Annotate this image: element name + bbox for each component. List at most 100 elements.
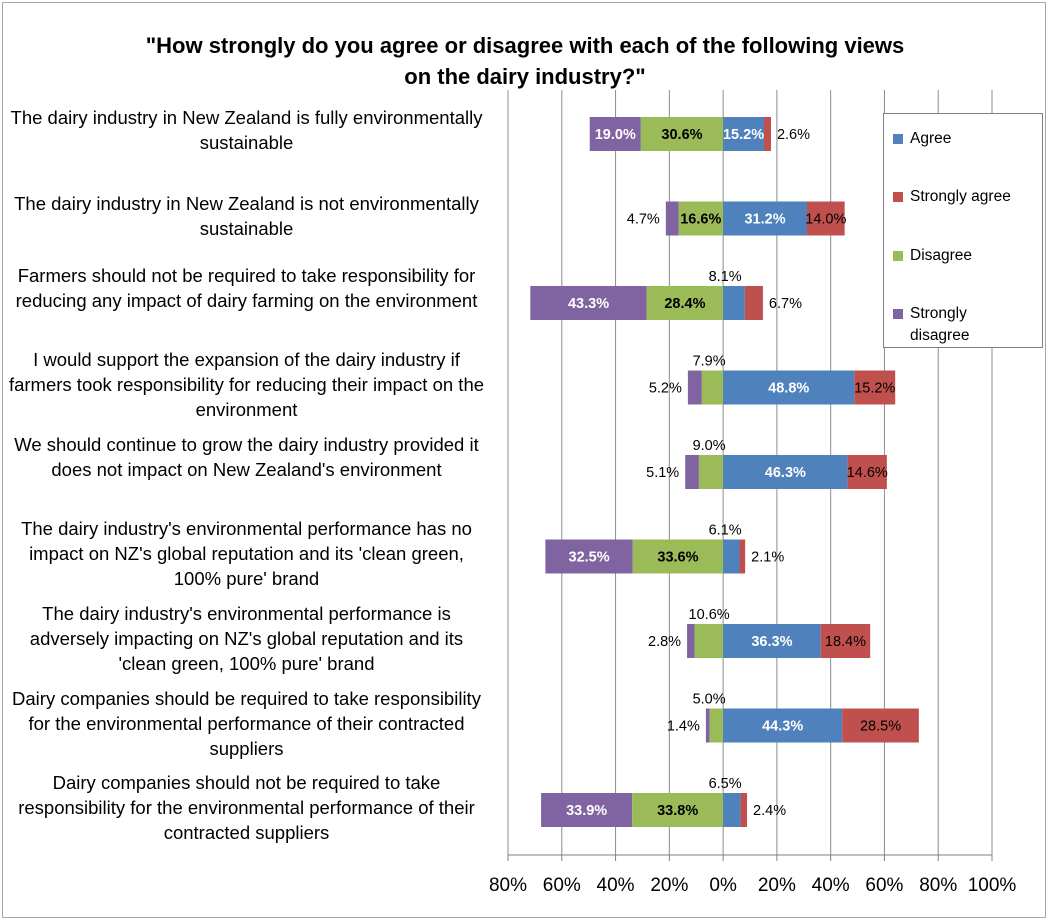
data-label-agree: 44.3%	[762, 719, 803, 735]
data-label-strongly-disagree: 19.0%	[595, 127, 636, 143]
data-label-disagree: 7.9%	[693, 354, 726, 370]
data-label-strongly-agree: 18.4%	[825, 634, 866, 650]
bar-disagree	[694, 624, 724, 658]
x-tick-label: 0%	[709, 875, 737, 896]
bar-agree	[723, 624, 821, 658]
bar-strongly-disagree	[687, 370, 702, 405]
data-label-strongly-agree: 28.5%	[860, 719, 901, 735]
data-label-strongly-agree: 2.1%	[751, 550, 784, 566]
chart-title: "How strongly do you agree or disagree w…	[145, 33, 905, 89]
x-tick-label: 80%	[489, 875, 527, 896]
bar-strongly-agree	[744, 286, 763, 320]
legend-label: Disagree	[910, 247, 973, 264]
data-label-agree: 8.1%	[709, 269, 742, 285]
category-label: The dairy industry's environmental perfo…	[29, 603, 464, 674]
bar-strongly-agree	[847, 455, 887, 489]
bar-disagree	[640, 117, 724, 151]
data-label-strongly-disagree: 43.3%	[568, 296, 609, 312]
legend-label: Strongly agree	[910, 188, 1011, 205]
x-tick-label: 20%	[650, 875, 688, 896]
x-tick-label: 60%	[543, 875, 581, 896]
data-label-strongly-agree: 2.6%	[777, 127, 810, 143]
bar-strongly-disagree	[589, 117, 641, 151]
bar-agree	[723, 117, 764, 151]
bar-strongly-agree	[854, 370, 896, 405]
data-label-strongly-agree: 14.6%	[847, 465, 888, 481]
category-label: We should continue to grow the dairy ind…	[14, 434, 479, 480]
bar-disagree	[632, 539, 724, 574]
bar-disagree	[701, 370, 724, 405]
x-tick-label: 40%	[812, 875, 850, 896]
data-label-disagree: 28.4%	[664, 296, 705, 312]
x-tick-label: 40%	[597, 875, 635, 896]
data-label-strongly-disagree: 2.8%	[648, 634, 681, 650]
category-label: I would support the expansion of the dai…	[8, 349, 485, 420]
bar-strongly-agree	[739, 539, 746, 574]
data-label-agree: 36.3%	[751, 634, 792, 650]
category-label: The dairy industry in New Zealand is ful…	[10, 107, 483, 153]
legend-label: Strongly disagree	[910, 305, 970, 344]
bar-strongly-disagree	[665, 201, 679, 236]
bar-strongly-agree	[807, 201, 845, 236]
category-label: The dairy industry in New Zealand is not…	[14, 193, 479, 239]
data-label-disagree: 33.6%	[657, 550, 698, 566]
category-label: Dairy companies should be required to ta…	[12, 688, 481, 759]
x-tick-label: 60%	[865, 875, 903, 896]
data-label-strongly-disagree: 5.2%	[649, 381, 682, 397]
bar-disagree	[709, 708, 724, 743]
bar-disagree	[678, 201, 724, 236]
bar-agree	[723, 370, 855, 405]
bar-agree	[723, 201, 808, 236]
legend-label: Agree	[910, 130, 952, 147]
bar-agree	[723, 539, 740, 574]
data-label-disagree: 30.6%	[661, 127, 702, 143]
bar-strongly-disagree	[545, 539, 633, 574]
bar-strongly-disagree	[705, 708, 710, 743]
bar-strongly-agree	[820, 624, 871, 658]
bar-disagree	[632, 793, 724, 827]
category-label: Dairy companies should not be required t…	[18, 772, 475, 843]
data-label-agree: 6.1%	[709, 523, 742, 539]
data-label-disagree: 16.6%	[680, 212, 721, 228]
data-label-strongly-disagree: 33.9%	[566, 803, 607, 819]
data-label-strongly-disagree: 32.5%	[569, 550, 610, 566]
data-label-strongly-disagree: 4.7%	[627, 212, 660, 228]
bar-agree	[723, 793, 741, 827]
data-label-agree: 46.3%	[765, 465, 806, 481]
bar-strongly-agree	[740, 793, 748, 827]
legend-swatch	[893, 251, 903, 261]
bar-agree	[723, 708, 843, 743]
bar-strongly-disagree	[687, 624, 695, 658]
bar-strongly-agree	[763, 117, 771, 151]
x-tick-label: 100%	[968, 875, 1017, 896]
bar-disagree	[698, 455, 724, 489]
data-label-strongly-agree: 6.7%	[769, 296, 802, 312]
data-label-agree: 48.8%	[768, 381, 809, 397]
data-label-strongly-agree: 2.4%	[753, 803, 786, 819]
bar-strongly-disagree	[685, 455, 699, 489]
legend-swatch	[893, 309, 903, 319]
data-label-agree: 15.2%	[723, 127, 764, 143]
category-label: The dairy industry's environmental perfo…	[21, 518, 472, 589]
data-label-disagree: 10.6%	[689, 607, 730, 623]
category-label: Farmers should not be required to take r…	[15, 265, 478, 311]
data-label-strongly-agree: 14.0%	[805, 212, 846, 228]
data-label-agree: 6.5%	[709, 776, 742, 792]
data-label-strongly-disagree: 1.4%	[667, 719, 700, 735]
data-label-agree: 31.2%	[744, 212, 785, 228]
data-label-disagree: 33.8%	[657, 803, 698, 819]
bar-agree	[723, 286, 745, 320]
data-label-strongly-disagree: 5.1%	[646, 465, 679, 481]
chart-legend: Agree Strongly agree Disagree Strongly d…	[883, 113, 1043, 348]
bar-agree	[723, 455, 848, 489]
data-label-strongly-agree: 15.2%	[854, 381, 895, 397]
bar-strongly-disagree	[541, 793, 633, 827]
bar-disagree	[646, 286, 724, 320]
legend-swatch	[893, 192, 903, 202]
bar-strongly-disagree	[530, 286, 647, 320]
data-label-disagree: 9.0%	[693, 438, 726, 454]
legend-swatch	[893, 134, 903, 144]
x-tick-label: 20%	[758, 875, 796, 896]
x-tick-label: 80%	[919, 875, 957, 896]
